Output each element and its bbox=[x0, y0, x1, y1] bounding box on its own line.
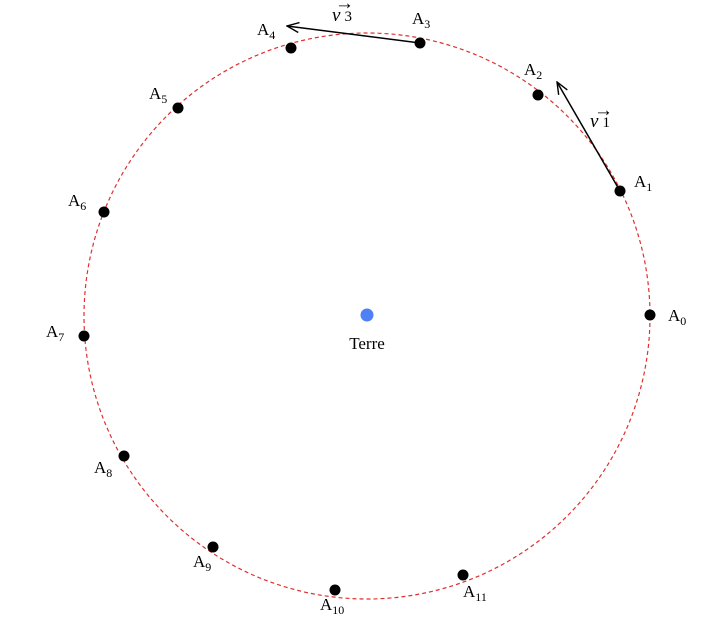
point-a5-label: A5 bbox=[149, 84, 167, 106]
point-a4: A4 bbox=[257, 20, 297, 54]
point-a3-label: A3 bbox=[412, 9, 430, 31]
point-a11-label: A11 bbox=[463, 582, 487, 604]
point-a0-label: A0 bbox=[668, 306, 686, 328]
point-a4-label: A4 bbox=[257, 20, 275, 42]
point-a3: A3 bbox=[412, 9, 430, 49]
vector-v3-label: → v 3 bbox=[332, 0, 358, 26]
point-a1: A1 bbox=[614, 172, 652, 197]
point-a10: A10 bbox=[320, 584, 344, 617]
point-a6: A6 bbox=[68, 191, 110, 218]
point-a5: A5 bbox=[149, 84, 184, 114]
earth-label: Terre bbox=[349, 334, 385, 353]
vector-v1-label: → v 1 bbox=[590, 100, 617, 132]
vector-v1-arrow bbox=[557, 82, 621, 192]
point-a7-label: A7 bbox=[46, 322, 64, 344]
point-a10-dot bbox=[329, 584, 341, 596]
point-a11-dot bbox=[457, 569, 469, 581]
point-a3-dot bbox=[414, 37, 426, 49]
point-a9-label: A9 bbox=[193, 552, 211, 574]
point-a4-dot bbox=[285, 42, 297, 54]
point-a9: A9 bbox=[193, 541, 219, 574]
point-a2-label: A2 bbox=[524, 60, 542, 82]
point-a7-dot bbox=[78, 330, 90, 342]
point-a9-dot bbox=[207, 541, 219, 553]
point-a11: A11 bbox=[457, 569, 487, 604]
point-a8-dot bbox=[118, 450, 130, 462]
point-a2-dot bbox=[532, 89, 544, 101]
point-a6-label: A6 bbox=[68, 191, 86, 213]
vector-v3-arrow bbox=[287, 26, 421, 44]
point-a0-dot bbox=[644, 309, 656, 321]
point-a0: A0 bbox=[644, 306, 686, 328]
point-a10-label: A10 bbox=[320, 595, 344, 617]
earth-dot bbox=[360, 308, 374, 322]
point-a6-dot bbox=[98, 206, 110, 218]
point-a1-label: A1 bbox=[634, 172, 652, 194]
point-a5-dot bbox=[172, 102, 184, 114]
point-a7: A7 bbox=[46, 322, 90, 344]
point-a8: A8 bbox=[94, 450, 130, 480]
point-a1-dot bbox=[614, 185, 626, 197]
point-a2: A2 bbox=[524, 60, 544, 101]
point-a8-label: A8 bbox=[94, 458, 112, 480]
